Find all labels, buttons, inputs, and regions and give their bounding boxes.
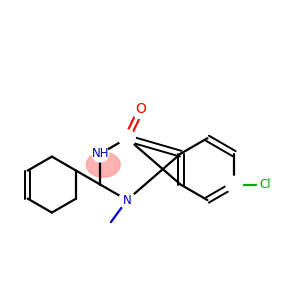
Circle shape (119, 130, 135, 146)
Circle shape (119, 192, 135, 208)
Ellipse shape (86, 152, 120, 177)
Text: Cl: Cl (260, 178, 272, 191)
Circle shape (92, 146, 109, 162)
Circle shape (132, 102, 148, 119)
Text: N: N (123, 194, 131, 207)
Circle shape (134, 104, 147, 117)
Text: NH: NH (92, 147, 109, 160)
Text: O: O (135, 102, 146, 116)
Circle shape (226, 176, 242, 193)
